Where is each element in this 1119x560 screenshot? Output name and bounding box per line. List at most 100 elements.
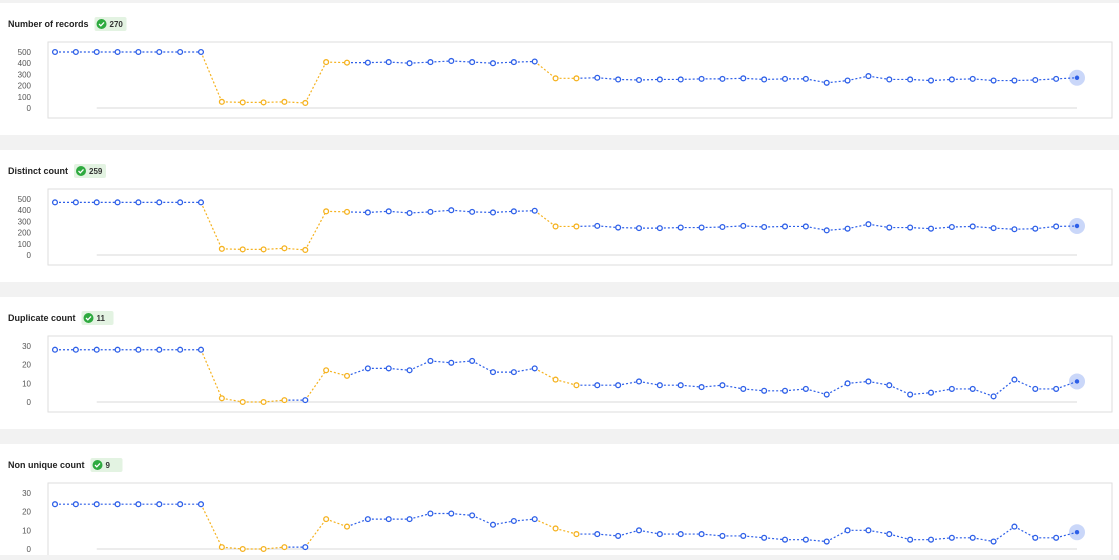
data-point xyxy=(824,392,829,397)
data-point xyxy=(449,360,454,365)
y-tick-label: 0 xyxy=(27,104,32,113)
data-point xyxy=(678,532,683,537)
data-point xyxy=(762,225,767,230)
data-point xyxy=(324,368,329,373)
data-point xyxy=(824,228,829,233)
data-point xyxy=(595,532,600,537)
data-point xyxy=(511,209,516,214)
data-point xyxy=(616,77,621,82)
data-point xyxy=(887,77,892,82)
data-point xyxy=(428,359,433,364)
data-point xyxy=(991,394,996,399)
data-point xyxy=(574,76,579,81)
data-point xyxy=(908,392,913,397)
data-point xyxy=(428,60,433,65)
data-point xyxy=(678,225,683,230)
data-point xyxy=(866,222,871,227)
data-point xyxy=(261,400,266,405)
data-point xyxy=(991,78,996,83)
data-point xyxy=(741,76,746,81)
data-point xyxy=(1054,76,1059,81)
data-point xyxy=(240,547,245,552)
data-point xyxy=(261,100,266,105)
data-point xyxy=(845,528,850,533)
data-point xyxy=(428,209,433,214)
data-point xyxy=(657,383,662,388)
panel-title: Duplicate count xyxy=(8,313,76,323)
data-point xyxy=(470,60,475,65)
data-point xyxy=(219,545,224,550)
data-point xyxy=(282,246,287,251)
data-point xyxy=(282,545,287,550)
data-point xyxy=(657,532,662,537)
data-point xyxy=(783,388,788,393)
data-point xyxy=(720,534,725,539)
data-point xyxy=(53,347,58,352)
data-point xyxy=(365,210,370,215)
data-point xyxy=(699,225,704,230)
data-point xyxy=(929,226,934,231)
data-point xyxy=(73,347,78,352)
data-point xyxy=(73,200,78,205)
data-point xyxy=(553,377,558,382)
data-point xyxy=(949,225,954,230)
data-point xyxy=(1054,387,1059,392)
data-point xyxy=(157,347,162,352)
data-point xyxy=(178,50,183,55)
data-point xyxy=(616,534,621,539)
current-point xyxy=(1075,76,1079,80)
data-point xyxy=(240,100,245,105)
data-point xyxy=(157,200,162,205)
data-point xyxy=(199,200,204,205)
y-tick-label: 100 xyxy=(18,240,32,249)
data-point xyxy=(240,400,245,405)
panel-title: Number of records xyxy=(8,19,89,29)
data-point xyxy=(595,75,600,80)
data-point xyxy=(282,398,287,403)
data-point xyxy=(1033,226,1038,231)
data-point xyxy=(136,200,141,205)
data-point xyxy=(970,387,975,392)
data-point xyxy=(741,534,746,539)
chart-frame xyxy=(48,336,1112,412)
data-point xyxy=(407,517,412,522)
y-tick-label: 0 xyxy=(27,545,32,554)
data-point xyxy=(929,390,934,395)
data-point xyxy=(219,99,224,104)
data-point xyxy=(428,511,433,516)
data-point xyxy=(637,226,642,231)
data-point xyxy=(219,246,224,251)
data-point xyxy=(136,50,141,55)
y-tick-label: 300 xyxy=(18,70,32,79)
data-point xyxy=(929,537,934,542)
data-point xyxy=(136,347,141,352)
data-point xyxy=(303,545,308,550)
data-point xyxy=(595,223,600,228)
data-point xyxy=(1012,524,1017,529)
status-value: 9 xyxy=(106,461,111,470)
data-point xyxy=(532,366,537,371)
data-point xyxy=(1012,377,1017,382)
data-point xyxy=(637,379,642,384)
y-tick-label: 200 xyxy=(18,229,32,238)
data-point xyxy=(1033,535,1038,540)
data-point xyxy=(178,200,183,205)
data-point xyxy=(741,223,746,228)
data-point xyxy=(803,76,808,81)
data-point xyxy=(720,225,725,230)
data-point xyxy=(240,247,245,252)
data-point xyxy=(365,60,370,65)
data-point xyxy=(908,225,913,230)
data-point xyxy=(866,379,871,384)
data-point xyxy=(345,373,350,378)
data-point xyxy=(532,59,537,64)
data-point xyxy=(845,78,850,83)
data-point xyxy=(637,528,642,533)
data-point xyxy=(783,76,788,81)
panel-title: Non unique count xyxy=(8,460,85,470)
data-point xyxy=(386,209,391,214)
data-point xyxy=(1033,387,1038,392)
data-point xyxy=(94,50,99,55)
data-point xyxy=(491,522,496,527)
data-point xyxy=(365,517,370,522)
